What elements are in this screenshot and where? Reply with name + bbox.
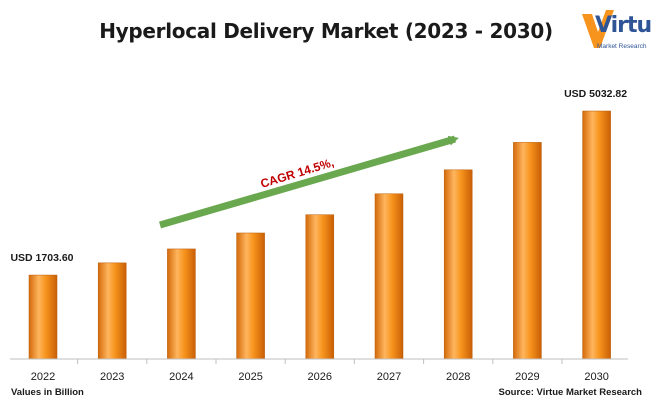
logo-icon xyxy=(582,10,614,48)
x-tick-label-2024: 2024 xyxy=(169,371,193,383)
bar-2024 xyxy=(167,248,196,360)
x-tick-label-2022: 2022 xyxy=(31,371,55,383)
logo-tagline: Market Research xyxy=(597,43,647,50)
x-tick-label-2027: 2027 xyxy=(377,371,401,383)
x-tick-label-2023: 2023 xyxy=(100,371,124,383)
logo-wordmark: Virtue xyxy=(595,13,652,38)
x-tick-label-2030: 2030 xyxy=(584,371,608,383)
data-label-2022: USD 1703.60 xyxy=(10,252,73,264)
bar-2030 xyxy=(582,110,611,360)
trend-arrow xyxy=(159,135,459,229)
x-tick-label-2028: 2028 xyxy=(446,371,470,383)
x-tick-label-2029: 2029 xyxy=(515,371,539,383)
x-tick-label-2026: 2026 xyxy=(308,371,332,383)
bar-2027 xyxy=(374,193,404,360)
units-note: Values in Billion xyxy=(11,387,84,398)
bar-2025 xyxy=(236,232,265,360)
bar-2029 xyxy=(513,142,542,360)
bar-2022 xyxy=(28,274,58,360)
chart-title: Hyperlocal Delivery Market (2023 - 2030) xyxy=(99,19,553,43)
bar-2023 xyxy=(97,262,127,360)
bar-2026 xyxy=(305,214,335,360)
data-label-2030: USD 5032.82 xyxy=(564,88,627,100)
x-tick-label-2025: 2025 xyxy=(238,371,262,383)
source-note: Source: Virtue Market Research xyxy=(498,387,642,398)
bar-2028 xyxy=(443,169,473,360)
